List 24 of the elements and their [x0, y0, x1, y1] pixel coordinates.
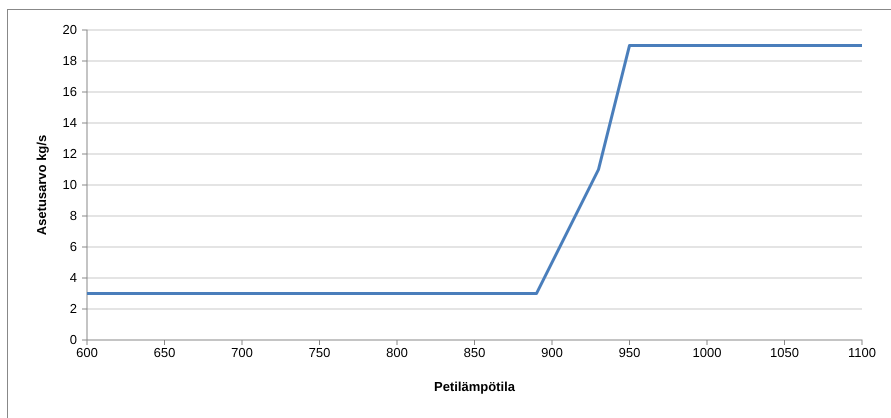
y-tick-label: 18: [62, 53, 77, 68]
y-tick-label: 0: [70, 332, 77, 348]
x-tick-label: 850: [464, 345, 486, 360]
y-tick-label: 12: [62, 146, 77, 162]
x-tick-label: 750: [308, 345, 330, 360]
x-tick-label: 800: [386, 345, 408, 360]
y-tick-label: 20: [62, 22, 77, 38]
y-tick-label: 10: [62, 177, 77, 192]
x-tick-label: 1050: [770, 345, 799, 360]
x-tick-label: 950: [618, 345, 640, 360]
x-tick-label: 900: [541, 345, 563, 360]
y-tick-label: 16: [62, 84, 77, 100]
y-tick-label: 2: [70, 301, 77, 316]
x-tick-label: 1100: [848, 345, 876, 360]
x-tick-label: 650: [154, 345, 176, 360]
x-tick-label: 700: [231, 345, 253, 360]
y-tick-label: 14: [62, 115, 77, 130]
x-axis-title: Petilämpötila: [434, 379, 516, 394]
y-tick-label: 8: [70, 208, 77, 224]
y-axis-title: Asetusarvo kg/s: [34, 134, 49, 236]
x-tick-label: 1000: [692, 345, 722, 360]
y-tick-label: 6: [70, 239, 77, 254]
y-tick-label: 4: [70, 270, 77, 286]
x-tick-label: 600: [76, 345, 98, 360]
